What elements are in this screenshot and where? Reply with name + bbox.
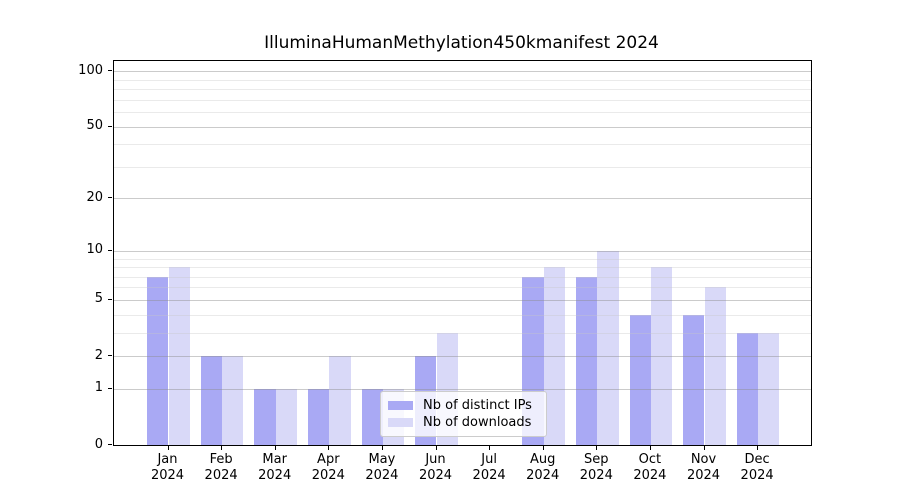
ytick-label-100: 100 — [78, 62, 103, 78]
ytick-label-50: 50 — [86, 118, 103, 133]
xtick-mark-mar — [274, 445, 276, 450]
gridline-y-60 — [114, 112, 811, 113]
gridline-y-2 — [114, 356, 811, 357]
gridline-y-90 — [114, 79, 811, 81]
xtick-label-jan: Jan 2024 — [150, 452, 185, 483]
xtick-label-feb: Feb 2024 — [204, 452, 238, 483]
gridline-y-80 — [114, 89, 811, 90]
xtick-label-apr: Apr 2024 — [311, 452, 345, 483]
xtick-label-aug: Aug 2024 — [526, 452, 560, 483]
legend-item-downloads: Nb of downloads — [388, 414, 538, 431]
ytick-label-10: 10 — [86, 242, 103, 258]
xtick-label-dec: Dec 2024 — [740, 452, 774, 483]
plot-canvas — [114, 61, 811, 445]
bar-distinct-ips-feb — [200, 356, 223, 445]
ytick-mark-100 — [108, 70, 112, 72]
xtick-label-nov: Nov 2024 — [686, 452, 721, 483]
bar-downloads-apr — [329, 356, 351, 445]
ytick-mark-5 — [108, 298, 112, 300]
bar-distinct-ips-mar — [254, 388, 276, 445]
xtick-mark-dec — [757, 445, 759, 450]
xtick-mark-may — [381, 445, 383, 450]
bar-distinct-ips-apr — [307, 388, 330, 445]
xtick-mark-nov — [703, 445, 705, 450]
xtick-label-mar: Mar 2024 — [258, 452, 292, 483]
gridline-y-9 — [114, 258, 811, 260]
bar-downloads-mar — [275, 388, 298, 445]
gridline-y-70 — [114, 99, 811, 101]
ytick-mark-50 — [108, 125, 112, 127]
ytick-label-20: 20 — [86, 189, 103, 205]
legend: Nb of distinct IPs Nb of downloads — [380, 391, 547, 437]
ytick-mark-2 — [108, 355, 112, 356]
bar-downloads-sep — [597, 250, 619, 445]
xtick-mark-oct — [649, 445, 651, 450]
bar-distinct-ips-sep — [575, 276, 598, 445]
xtick-mark-feb — [221, 445, 223, 450]
legend-swatch-distinct-ips-icon — [388, 401, 413, 410]
gridline-y-1 — [114, 388, 811, 390]
xtick-label-jun: Jun 2024 — [418, 452, 453, 483]
bar-distinct-ips-jan — [147, 276, 169, 445]
bar-downloads-oct — [650, 267, 673, 445]
ytick-label-0: 0 — [94, 436, 103, 452]
xtick-label-oct: Oct 2024 — [633, 452, 667, 483]
plot-area: Nb of distinct IPs Nb of downloads — [113, 60, 812, 446]
gridline-y-10 — [114, 250, 811, 252]
gridline-y-20 — [114, 198, 811, 200]
gridline-y-6 — [114, 287, 811, 289]
xtick-mark-jul — [489, 445, 491, 450]
gridline-y-3 — [114, 332, 811, 334]
legend-label-downloads: Nb of downloads — [423, 415, 532, 430]
bar-downloads-nov — [704, 287, 726, 445]
gridline-y-8 — [114, 267, 811, 268]
gridline-y-50 — [114, 126, 811, 128]
legend-swatch-downloads-icon — [388, 418, 413, 427]
chart-title: IlluminaHumanMethylation450kmanifest 202… — [264, 33, 659, 53]
gridline-y-4 — [114, 314, 811, 316]
xtick-mark-sep — [596, 445, 598, 450]
xtick-mark-aug — [542, 445, 544, 450]
bar-downloads-feb — [222, 356, 244, 445]
bar-distinct-ips-may — [361, 388, 383, 445]
ytick-mark-20 — [108, 197, 112, 199]
xtick-mark-jun — [435, 445, 437, 450]
bar-distinct-ips-oct — [629, 314, 651, 445]
gridline-y-40 — [114, 144, 811, 146]
gridline-y-7 — [114, 276, 811, 278]
bar-downloads-jan — [168, 267, 190, 445]
ytick-label-5: 5 — [94, 291, 103, 307]
gridline-y-5 — [114, 299, 811, 301]
xtick-label-may: May 2024 — [365, 452, 399, 483]
bar-downloads-aug — [543, 267, 566, 445]
legend-label-distinct-ips: Nb of distinct IPs — [423, 398, 532, 413]
ytick-label-1: 1 — [94, 380, 103, 396]
xtick-label-jul: Jul 2024 — [472, 452, 506, 483]
ytick-label-2: 2 — [94, 347, 103, 363]
gridline-y-30 — [114, 166, 811, 168]
ytick-mark-10 — [108, 249, 112, 251]
ytick-mark-1 — [108, 387, 112, 389]
xtick-mark-jan — [167, 445, 169, 450]
bar-distinct-ips-dec — [736, 332, 759, 445]
xtick-mark-apr — [328, 445, 330, 450]
legend-item-distinct-ips: Nb of distinct IPs — [388, 397, 538, 414]
gridline-y-100 — [114, 71, 811, 73]
bar-downloads-dec — [758, 332, 780, 445]
bar-distinct-ips-nov — [683, 314, 705, 445]
ytick-mark-0 — [108, 444, 112, 445]
xtick-label-sep: Sep 2024 — [579, 452, 613, 483]
